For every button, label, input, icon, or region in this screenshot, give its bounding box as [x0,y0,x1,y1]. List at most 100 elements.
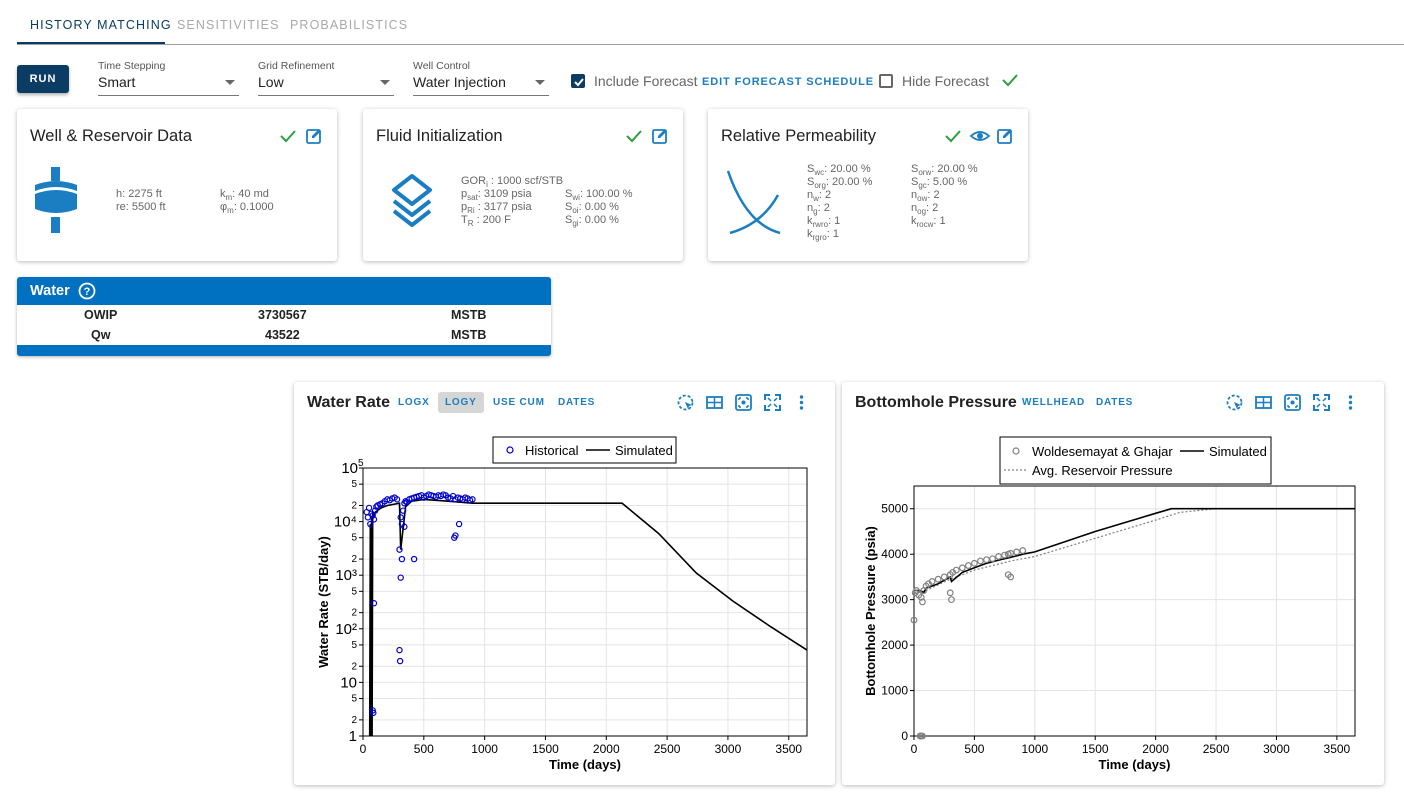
table-icon[interactable] [1254,393,1273,412]
x-tick-label: 2500 [654,742,681,756]
relperm-parameter: now: 2 [911,189,940,204]
data-point-woldesemayat-ghajar [958,564,966,572]
y-tick-label: 5 [351,694,357,705]
dates-button[interactable]: DATES [1096,397,1134,408]
legend-box [492,436,677,464]
y-tick-label: 10² [335,621,357,638]
data-point-woldesemayat-ghajar [1013,548,1021,556]
include-forecast-checkbox[interactable] [571,74,585,88]
data-point-historical [397,514,404,521]
row-unit: MSTB [451,328,487,342]
x-tick-label: 1000 [1021,742,1048,756]
edit-icon[interactable] [305,127,323,145]
swi-value: Swi: 100.00 % [565,188,633,203]
fit-view-icon[interactable] [734,393,753,412]
data-point-woldesemayat-ghajar [977,557,984,565]
data-point-historical [365,504,373,512]
x-tick-label: 500 [964,742,984,756]
eye-icon[interactable] [969,127,991,145]
legend-marker-historical [506,446,514,454]
data-point-historical [371,507,379,514]
fit-view-icon[interactable] [1283,393,1302,412]
y-tick-label: 0 [901,729,908,743]
data-point-historical [396,657,404,665]
row-unit: MSTB [451,308,487,322]
time-stepping-value: Smart [98,74,136,90]
relperm-parameter: Sgc: 5.00 % [911,176,968,191]
y-tick-label: 10 [341,460,358,477]
tab-history-matching[interactable]: HISTORY MATCHING [30,18,172,32]
y-tick-label: 5 [351,640,357,651]
table-row: Qw 43522 MSTB [17,325,551,345]
soi-value: Soi: 0.00 % [565,201,619,216]
more-vert-icon[interactable] [1341,393,1360,412]
relperm-parameter: Swc: 20.00 % [807,163,871,178]
use-cum-button[interactable]: USE CUM [493,397,545,408]
data-point-woldesemayat-ghajar [964,562,972,569]
dropdown-arrow-icon [535,80,545,85]
check-icon [944,127,962,145]
y-tick-label: 2 [351,661,357,672]
dropdown-arrow-icon [380,80,390,85]
sgi-value: Sgi: 0.00 % [565,214,619,229]
table-icon[interactable] [705,393,724,412]
grid-refinement-select[interactable]: Grid Refinement Low [258,60,394,96]
fullscreen-icon[interactable] [763,393,782,412]
y-tick-label: 5 [351,586,357,597]
more-vert-icon[interactable] [792,393,811,412]
relperm-parameter: nog: 2 [911,202,939,217]
logx-button[interactable]: LOGX [398,397,430,408]
y-tick-label: 5 [351,533,357,544]
wellhead-button[interactable]: WELLHEAD [1022,397,1086,408]
layers-icon [392,174,432,227]
time-stepping-label: Time Stepping [98,60,166,72]
relperm-parameter: nw: 2 [807,189,832,204]
dates-button[interactable]: DATES [558,397,596,408]
x-tick-label: 2000 [593,742,620,756]
tab-probabilistics[interactable]: PROBABILISTICS [290,18,409,32]
run-button[interactable]: RUN [17,65,69,93]
series-line-simulated [914,507,1355,594]
y-tick-label: 2 [351,715,357,726]
help-icon[interactable]: ? [78,282,96,300]
select-region-icon[interactable] [676,393,695,412]
data-point-historical [370,600,378,607]
water-summary-table: Water ? OWIP 3730567 MSTB Qw 43522 MSTB [17,277,551,356]
check-icon [625,127,643,145]
time-stepping-select[interactable]: Time Stepping Smart [98,60,239,96]
relperm-parameter: krgro: 1 [807,228,839,243]
edit-icon[interactable] [651,127,669,145]
legend-box [999,436,1272,485]
y-tick-label: 10³ [335,567,357,584]
bottomhole-pressure-chart[interactable]: 0 1000 2000 3000 4000 5000 0 500 1000 1500 2000 250… [842,382,1384,785]
bottomhole-pressure-plot-card: Bottomhole Pressure WELLHEAD DATES 0 1000… [842,382,1384,785]
select-region-icon[interactable] [1225,393,1244,412]
relperm-parameter: krwro: 1 [807,215,841,230]
thickness-value: h: 2275 ft [116,188,162,200]
edit-icon[interactable] [996,127,1014,145]
bottomhole-pressure-title: Bottomhole Pressure [855,394,1017,411]
data-point-woldesemayat-ghajar [1001,551,1009,559]
legend-label-avg-reservoir-pressure: Avg. Reservoir Pressure [1032,463,1173,478]
tab-sensitivities[interactable]: SENSITIVITIES [177,18,280,32]
matrix-permeability-value: km: 40 md [220,188,269,203]
tab-bar: HISTORY MATCHING SENSITIVITIES PROBABILI… [17,0,1404,45]
wellbore-icon [35,167,77,233]
y-tick-label: 2 [351,608,357,619]
relperm-curves-icon [726,170,781,235]
x-tick-label: 3000 [715,742,742,756]
hide-forecast-label: Hide Forecast [902,73,990,89]
logy-button[interactable]: LOGY [438,392,484,413]
edit-forecast-schedule-button[interactable]: EDIT FORECAST SCHEDULE [702,76,874,88]
fullscreen-icon[interactable] [1312,393,1331,412]
y-tick-label: 10⁴ [334,514,357,531]
well-control-select[interactable]: Well Control Water Injection [413,60,549,96]
hide-forecast-checkbox[interactable] [879,74,893,88]
relperm-parameter: Sorw: 20.00 % [911,163,978,178]
initial-pressure-value: pRi : 3177 psia [461,201,532,216]
data-point-woldesemayat-ghajar [995,553,1002,560]
data-point-historical [452,532,459,539]
data-point-woldesemayat-ghajar [940,573,948,581]
data-point-historical [393,496,401,503]
